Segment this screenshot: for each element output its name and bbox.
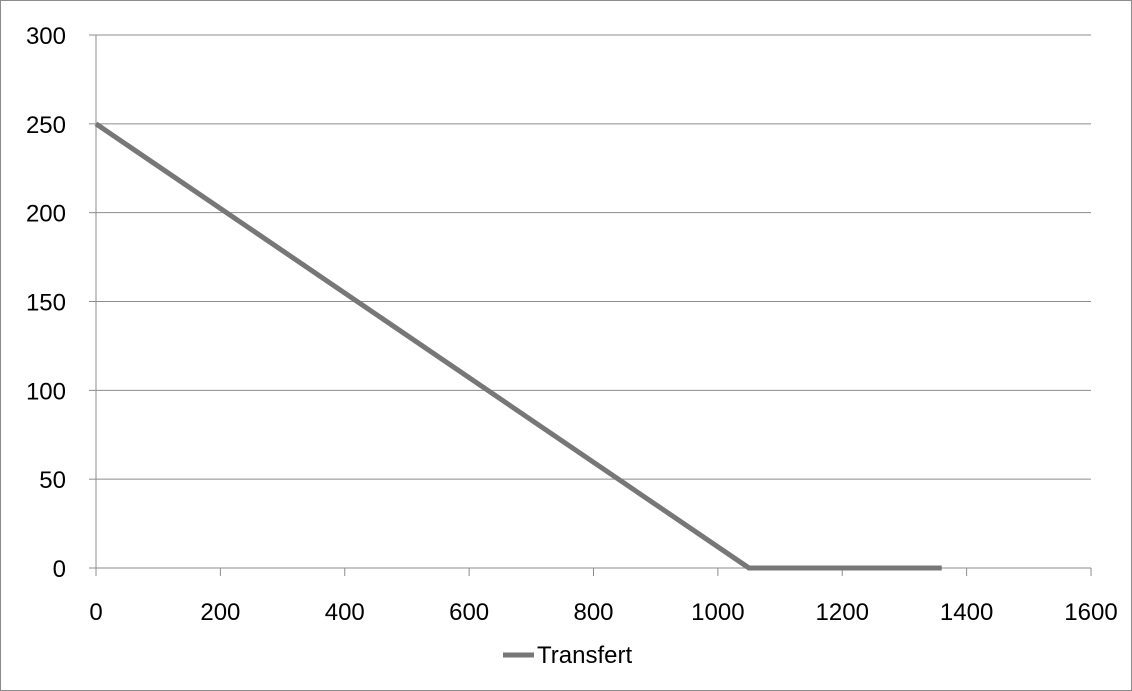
legend-label: Transfert — [537, 642, 632, 669]
y-tick-label: 50 — [39, 467, 66, 494]
y-tick-label: 300 — [26, 23, 66, 50]
x-tick-label: 1200 — [816, 599, 869, 626]
legend: Transfert — [503, 642, 632, 669]
gridlines — [96, 34, 1091, 480]
y-tick-label: 100 — [26, 378, 66, 405]
series-line-transfert — [94, 121, 942, 571]
tick-labels: 0 50 100 150 200 250 300 0 200 400 600 800 1000 1200 1… — [26, 23, 1118, 626]
x-tick-label: 1400 — [940, 599, 993, 626]
x-tick-label: 600 — [449, 599, 489, 626]
y-tick-label: 200 — [26, 201, 66, 228]
x-tick-label: 800 — [573, 599, 613, 626]
y-tick-label: 250 — [26, 112, 66, 139]
x-tick-label: 400 — [325, 599, 365, 626]
y-tick-label: 150 — [26, 290, 66, 317]
y-tick-label: 0 — [53, 556, 66, 583]
x-tick-label: 1000 — [691, 599, 744, 626]
x-tick-label: 0 — [89, 599, 102, 626]
x-tick-label: 1600 — [1064, 599, 1117, 626]
series-layer — [94, 121, 942, 571]
x-tick-label: 200 — [200, 599, 240, 626]
axes — [89, 34, 1092, 576]
